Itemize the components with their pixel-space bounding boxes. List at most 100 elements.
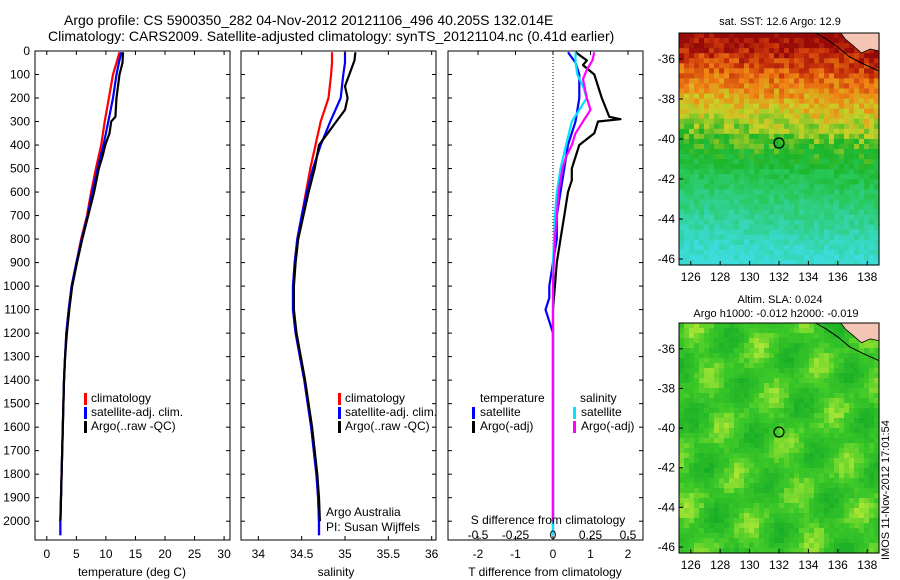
map-cell	[699, 508, 705, 514]
map-cell	[784, 103, 790, 110]
map-cell	[699, 343, 705, 349]
map-cell	[779, 138, 785, 145]
map-cell	[869, 433, 875, 439]
map-cell	[804, 83, 810, 90]
map-cell	[744, 184, 750, 190]
map-cell	[814, 328, 820, 334]
map-cell	[819, 138, 825, 145]
map-cell	[749, 478, 755, 484]
map-cell	[734, 209, 740, 216]
map-cell	[829, 458, 835, 464]
map-cell	[704, 58, 710, 64]
map-cell	[789, 363, 795, 369]
map-cell	[739, 408, 745, 414]
map-cell	[694, 234, 700, 241]
map-cell	[689, 373, 695, 379]
map-cell	[844, 113, 850, 120]
map-cell	[829, 149, 835, 155]
map-cell	[759, 48, 765, 54]
map-cell	[714, 508, 720, 514]
map-cell	[874, 53, 880, 59]
map-cell	[799, 118, 805, 125]
map-cell	[789, 453, 795, 459]
map-cell	[859, 239, 865, 246]
map-cell	[839, 43, 845, 49]
map-cell	[704, 159, 710, 165]
map-cell	[804, 118, 810, 125]
map-cell	[819, 209, 825, 216]
map-cell	[774, 38, 780, 44]
map-cell	[734, 523, 740, 529]
map-cell	[749, 388, 755, 394]
map-cell	[824, 478, 830, 484]
map-cell	[684, 328, 690, 334]
map-cell	[694, 503, 700, 509]
map-cell	[764, 408, 770, 414]
map-cell	[729, 68, 735, 74]
map-cell	[849, 518, 855, 524]
map-cell	[729, 528, 735, 534]
map-cell	[849, 103, 855, 110]
map-cell	[839, 133, 845, 140]
map-cell	[819, 533, 825, 539]
map-cell	[754, 98, 760, 105]
map-cell	[734, 219, 740, 226]
map-cell	[734, 338, 740, 344]
map-cell	[849, 423, 855, 429]
map-cell	[789, 164, 795, 170]
map-cell	[734, 378, 740, 384]
map-cell	[704, 259, 710, 266]
map-cell	[789, 333, 795, 339]
map-cell	[769, 143, 775, 150]
map-cell	[684, 518, 690, 524]
map-cell	[714, 194, 720, 201]
map-cell	[814, 513, 820, 519]
map-cell	[714, 58, 720, 64]
map-cell	[804, 393, 810, 399]
map-cell	[739, 209, 745, 216]
map-cell	[829, 184, 835, 190]
map-cell	[679, 453, 685, 459]
map-cell	[769, 53, 775, 59]
map-cell	[774, 458, 780, 464]
map-cell	[844, 108, 850, 115]
map-cell	[699, 458, 705, 464]
map-cell	[704, 323, 710, 329]
map-cell	[764, 498, 770, 504]
map-cell	[794, 239, 800, 246]
map-cell	[804, 68, 810, 74]
map-cell	[839, 393, 845, 399]
map-cell	[804, 113, 810, 120]
map-cell	[684, 363, 690, 369]
map-cell	[854, 113, 860, 120]
map-cell	[714, 368, 720, 374]
map-cell	[714, 418, 720, 424]
map-cell	[719, 244, 725, 251]
map-cell	[874, 58, 880, 64]
map-cell	[749, 154, 755, 160]
map-cell	[724, 533, 730, 539]
map-cell	[829, 528, 835, 534]
s-tick-label: -0.5	[468, 528, 489, 542]
map-cell	[704, 93, 710, 100]
map-cell	[844, 483, 850, 489]
map-cell	[769, 138, 775, 145]
map-cell	[779, 174, 785, 180]
map-cell	[699, 468, 705, 474]
map-cell	[814, 219, 820, 226]
map-cell	[814, 443, 820, 449]
map-cell	[754, 413, 760, 419]
map-cell	[679, 363, 685, 369]
map-cell	[704, 488, 710, 494]
map-cell	[834, 169, 840, 175]
map-cell	[749, 73, 755, 79]
map-cell	[779, 199, 785, 206]
map-cell	[799, 328, 805, 334]
map-cell	[779, 373, 785, 379]
map-cell	[679, 368, 685, 374]
map-cell	[739, 229, 745, 236]
map-cell	[829, 143, 835, 150]
map-cell	[754, 448, 760, 454]
map-cell	[699, 513, 705, 519]
map-cell	[764, 113, 770, 120]
